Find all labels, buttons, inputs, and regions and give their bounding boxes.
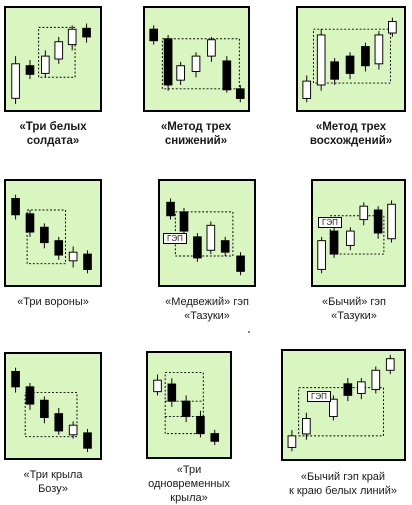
pattern-caption-rising-three-methods: «Метод трех восхождений» xyxy=(309,121,393,147)
candlestick-diagram xyxy=(302,17,397,103)
pattern-panel-identical-three-crows xyxy=(146,351,232,459)
pattern-caption-bullish-side-by-side-white-lines: «Бычий гэп край к краю белых линий» xyxy=(288,471,398,497)
pattern-panel-falling-three-methods xyxy=(143,6,250,112)
pattern-panel-bearish-tasuki-gap: ГЭП xyxy=(158,179,256,287)
candlestick-diagram xyxy=(149,25,245,103)
pattern-caption-three-winged-bozu: «Три крыла Бозу» xyxy=(23,469,83,495)
pattern-panel-three-white-soldiers xyxy=(4,6,102,112)
pattern-caption-bearish-tasuki-gap: «Медвежий» гэп «Тазуки» xyxy=(165,296,249,322)
pattern-panel-bullish-tasuki-gap: ГЭП xyxy=(311,179,406,287)
candlestick-diagram xyxy=(11,23,91,105)
gap-label: ГЭП xyxy=(163,233,187,244)
pattern-caption-three-black-crows: «Три вороны» xyxy=(17,296,89,308)
pattern-panel-three-black-crows xyxy=(4,179,102,287)
candlestick-diagram xyxy=(287,354,395,452)
pattern-caption-falling-three-methods: «Метод трех снижений» xyxy=(160,121,232,147)
candlestick-diagram xyxy=(166,198,245,276)
candlestick-diagram xyxy=(11,194,92,274)
pattern-panel-rising-three-methods xyxy=(296,6,406,112)
pattern-caption-bullish-tasuki-gap: «Бычий» гэп «Тазуки» xyxy=(321,296,387,322)
candlestick-diagram xyxy=(153,372,220,446)
gap-label: ГЭП xyxy=(318,217,342,228)
candlestick-diagram xyxy=(11,367,92,453)
pattern-panel-bullish-side-by-side-white-lines: ГЭП xyxy=(281,349,406,461)
pattern-caption-identical-three-crows: «Три одновременных крыла» xyxy=(148,464,230,504)
decorative-dot xyxy=(248,331,250,333)
gap-label: ГЭП xyxy=(307,391,331,402)
candlestick-diagram xyxy=(317,200,396,274)
pattern-panel-three-winged-bozu xyxy=(4,352,102,460)
pattern-caption-three-white-soldiers: «Три белых солдата» xyxy=(19,121,87,147)
